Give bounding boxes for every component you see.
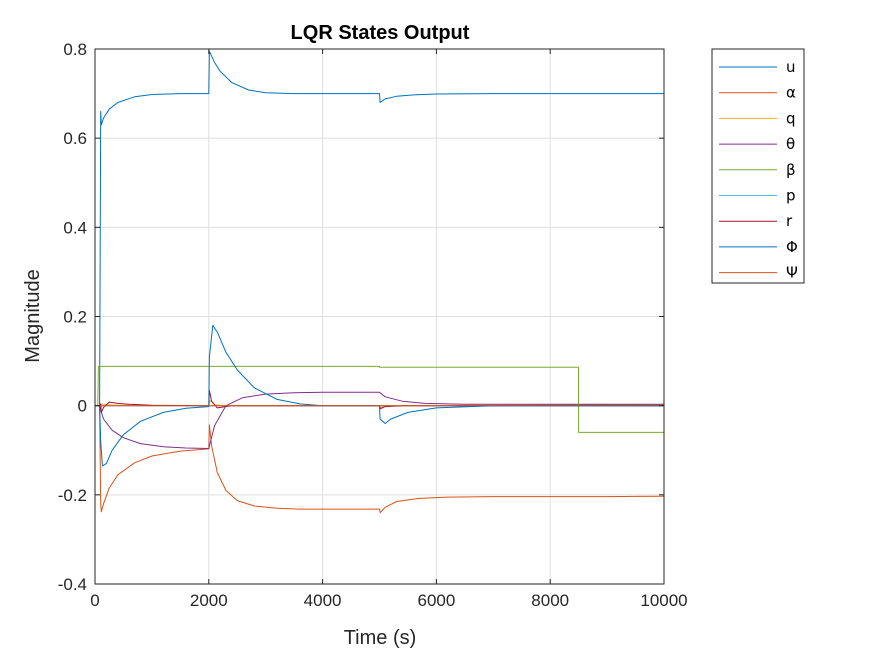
legend-label: u xyxy=(786,58,796,76)
legend-box xyxy=(711,48,805,284)
y-tick-label: 0.6 xyxy=(63,129,87,148)
y-tick-label: -0.4 xyxy=(58,575,87,594)
y-tick-label: 0.8 xyxy=(63,40,87,59)
x-tick-label: 6000 xyxy=(417,591,455,610)
x-axis-label: Time (s) xyxy=(344,627,417,649)
legend-label: r xyxy=(786,212,793,230)
legend-label: α xyxy=(786,84,796,102)
series-line-8 xyxy=(95,324,664,467)
y-tick-label: 0.4 xyxy=(63,218,87,237)
x-tick-label: 4000 xyxy=(304,591,342,610)
series-line-2 xyxy=(95,405,665,514)
legend-label: p xyxy=(786,187,796,205)
chart-title: LQR States Output xyxy=(291,22,470,44)
legend-label: β xyxy=(786,161,796,179)
x-tick-label: 0 xyxy=(90,591,99,610)
y-axis-label: Magnitude xyxy=(22,269,44,362)
series-line-1 xyxy=(95,50,664,407)
legend-label: θ xyxy=(786,135,795,153)
y-tick-label: 0 xyxy=(78,397,87,416)
y-tick-label: -0.2 xyxy=(58,486,87,505)
legend-label: q xyxy=(786,109,796,127)
y-tick-label: 0.2 xyxy=(63,308,87,327)
legend-label: Φ xyxy=(786,238,798,256)
ticks: 0 2000 4000 6000 8000 10000 -0.4 -0.2 0 0.2 0.4 0.6… xyxy=(58,40,688,610)
x-tick-label: 10000 xyxy=(640,591,687,610)
series-line-5 xyxy=(95,365,664,433)
x-tick-label: 2000 xyxy=(190,591,228,610)
legend-label: Ψ xyxy=(786,264,798,282)
x-tick-label: 8000 xyxy=(531,591,569,610)
